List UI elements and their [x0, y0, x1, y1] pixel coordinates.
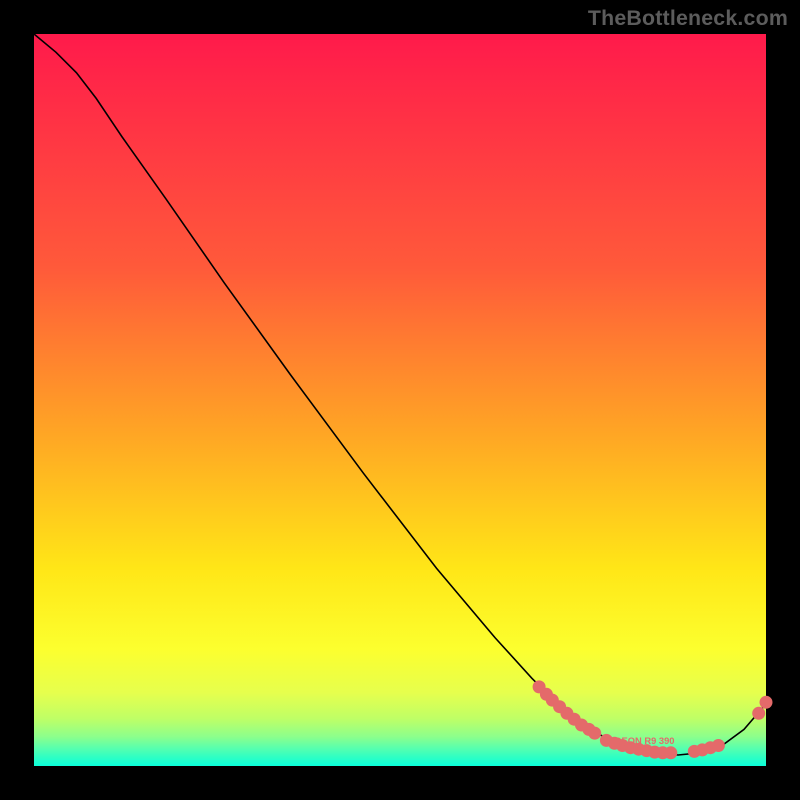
- series-label: RADEON R9 390: [601, 736, 674, 746]
- chart-overlay: RADEON R9 390: [0, 0, 800, 800]
- data-marker: [588, 727, 601, 740]
- markers-group: [533, 680, 773, 759]
- chart-frame: TheBottleneck.com RADEON R9 390: [0, 0, 800, 800]
- data-marker: [712, 739, 725, 752]
- data-marker: [760, 696, 773, 709]
- curve-line: [34, 34, 766, 755]
- data-marker: [664, 746, 677, 759]
- data-marker: [752, 707, 765, 720]
